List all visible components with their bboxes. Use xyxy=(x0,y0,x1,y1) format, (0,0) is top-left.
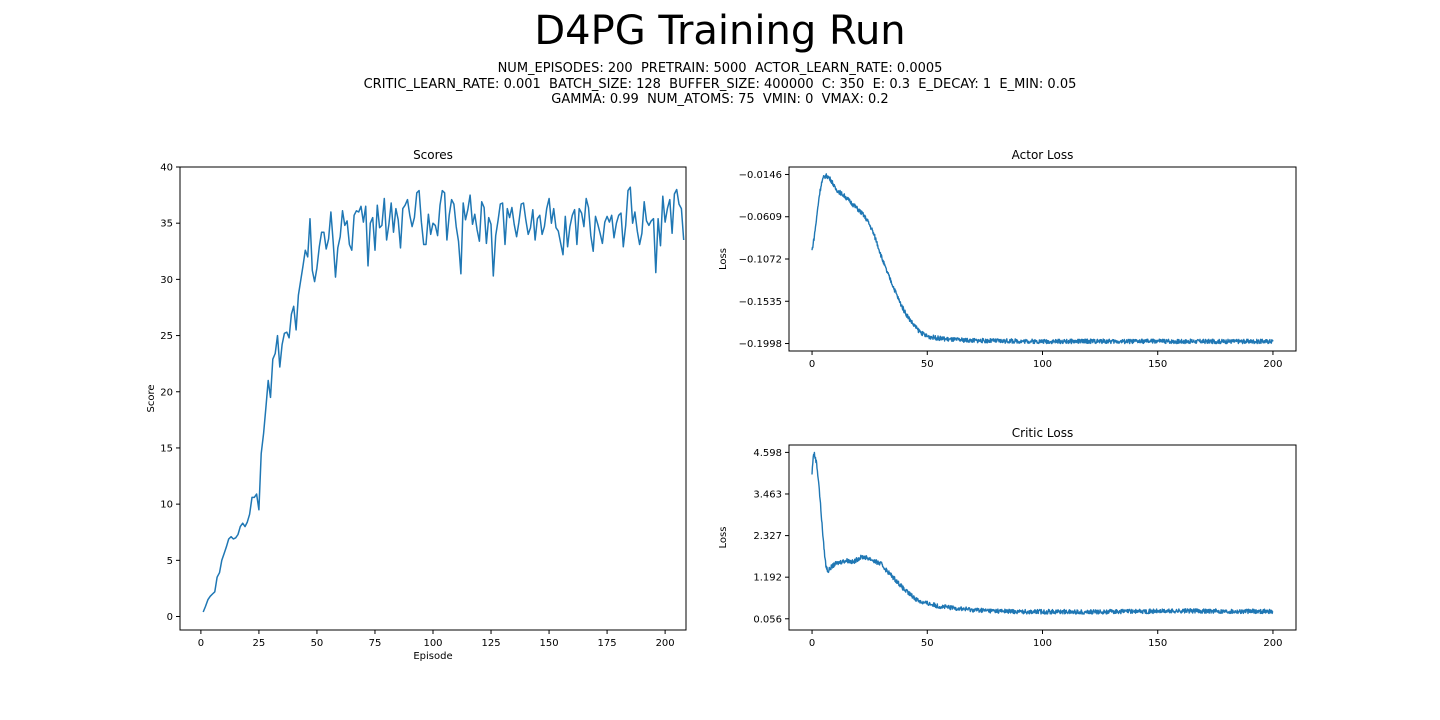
x-tick-label: 150 xyxy=(1148,638,1167,649)
figure-title: D4PG Training Run xyxy=(534,8,906,54)
series-line xyxy=(811,451,1274,615)
series-line xyxy=(202,186,685,613)
x-tick-label: 100 xyxy=(1033,359,1052,370)
x-tick-label: 100 xyxy=(1033,638,1052,649)
y-axis-label: Loss xyxy=(718,248,729,270)
y-tick-label: 2.327 xyxy=(753,531,782,542)
scores-panel: Scores 0 25 50 75 100 125 150 175 200 0 5 10 15 20 25 30… xyxy=(146,148,687,662)
x-tick-label: 50 xyxy=(311,638,324,649)
y-tick-label: −0.0146 xyxy=(739,170,782,181)
axes-frame xyxy=(179,166,687,631)
y-tick-label: 3.463 xyxy=(753,489,782,500)
x-tick-label: 200 xyxy=(1263,359,1282,370)
y-tick-label: 0.056 xyxy=(753,614,782,625)
y-tick-label: 35 xyxy=(160,219,173,230)
y-tick-label: 25 xyxy=(160,331,173,342)
y-tick-label: −0.1998 xyxy=(739,339,782,350)
x-tick-label: 50 xyxy=(921,638,934,649)
x-tick-label: 150 xyxy=(540,638,559,649)
critic-loss-panel: Critic Loss 0 50 100 150 200 0.056 1.192 2.327 3.… xyxy=(718,426,1297,649)
x-tick-label: 150 xyxy=(1148,359,1167,370)
series-line xyxy=(811,173,1274,345)
y-tick-label: −0.1072 xyxy=(739,255,782,266)
actor-loss-panel: Actor Loss 0 50 100 150 200 −0.0146 −0.0609 −0.1… xyxy=(718,148,1297,370)
x-tick-label: 200 xyxy=(656,638,675,649)
x-axis-label: Episode xyxy=(413,651,452,662)
x-tick-label: 100 xyxy=(423,638,442,649)
y-tick-label: 5 xyxy=(167,556,173,567)
y-tick-label: −0.1535 xyxy=(739,297,782,308)
y-tick-label: 20 xyxy=(160,387,173,398)
axes-frame xyxy=(788,444,1297,631)
y-tick-label: 1.192 xyxy=(753,573,782,584)
y-tick-label: 10 xyxy=(160,500,173,511)
y-tick-label: 0 xyxy=(167,612,173,623)
x-tick-label: 50 xyxy=(921,359,934,370)
x-tick-label: 0 xyxy=(198,638,204,649)
axes-frame xyxy=(788,166,1297,352)
x-tick-label: 200 xyxy=(1263,638,1282,649)
x-tick-label: 0 xyxy=(809,359,815,370)
chart-title: Actor Loss xyxy=(1012,148,1074,162)
y-axis-label: Score xyxy=(146,384,157,412)
chart-title: Critic Loss xyxy=(1012,426,1073,440)
y-axis-label: Loss xyxy=(718,527,729,549)
figure-subtitle: NUM_EPISODES: 200 PRETRAIN: 5000 ACTOR_L… xyxy=(0,61,1440,108)
x-tick-label: 25 xyxy=(253,638,266,649)
y-tick-label: 40 xyxy=(160,163,173,174)
x-tick-label: 175 xyxy=(598,638,617,649)
x-tick-label: 0 xyxy=(809,638,815,649)
subtitle-line: GAMMA: 0.99 NUM_ATOMS: 75 VMIN: 0 VMAX: … xyxy=(551,92,889,107)
y-tick-label: 4.598 xyxy=(753,448,782,459)
subtitle-line: NUM_EPISODES: 200 PRETRAIN: 5000 ACTOR_L… xyxy=(497,61,943,76)
subtitle-line: CRITIC_LEARN_RATE: 0.001 BATCH_SIZE: 128… xyxy=(363,76,1077,92)
y-tick-label: 30 xyxy=(160,275,173,286)
y-tick-label: 15 xyxy=(160,443,173,454)
y-tick-label: −0.0609 xyxy=(739,212,782,223)
chart-title: Scores xyxy=(413,148,453,162)
x-tick-label: 125 xyxy=(481,638,500,649)
x-tick-label: 75 xyxy=(369,638,382,649)
